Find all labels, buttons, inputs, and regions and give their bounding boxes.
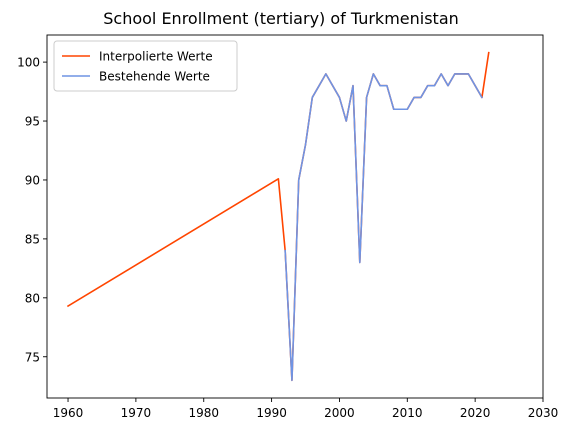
legend: Interpolierte Werte Bestehende Werte [53, 40, 238, 92]
axes-layer: 1960 1970 1980 1990 2000 2010 2020 2030 75 80 85 90… [17, 34, 559, 420]
x-tick-label: 1990 [256, 406, 287, 420]
y-tick-label: 100 [17, 56, 40, 70]
legend-label-2: Bestehende Werte [99, 70, 210, 84]
y-tick-label: 85 [25, 232, 40, 246]
series-layer [66, 51, 490, 382]
x-tick-label: 2000 [324, 406, 355, 420]
x-tick-label: 2010 [392, 406, 423, 420]
x-tick-label: 2020 [460, 406, 491, 420]
series-line-2 [284, 73, 484, 382]
y-tick-label: 95 [25, 115, 40, 129]
x-tick-label: 1960 [53, 406, 84, 420]
series-line-1 [66, 51, 490, 382]
x-tick-label: 1980 [188, 406, 219, 420]
legend-box [53, 40, 238, 92]
axes-frame [46, 34, 544, 399]
legend-label-1: Interpolierte Werte [99, 50, 213, 64]
x-tick-label: 2030 [528, 406, 559, 420]
y-tick-label: 75 [25, 350, 40, 364]
chart-title: School Enrollment (tertiary) of Turkmeni… [103, 9, 459, 28]
y-tick-label: 90 [25, 173, 40, 187]
y-tick-label: 80 [25, 291, 40, 305]
x-tick-label: 1970 [121, 406, 152, 420]
